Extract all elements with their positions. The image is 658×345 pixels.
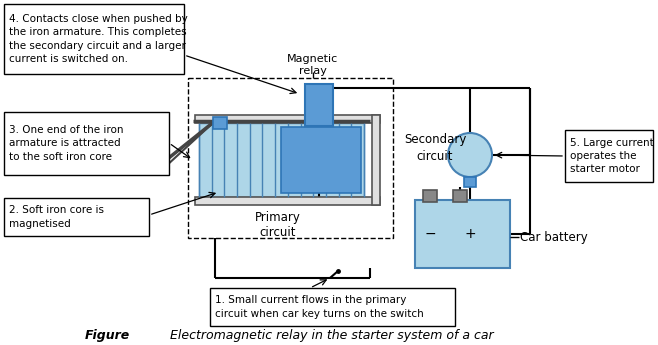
- Text: Electromagnetic relay in the starter system of a car: Electromagnetic relay in the starter sys…: [170, 329, 494, 343]
- FancyBboxPatch shape: [210, 288, 455, 326]
- Bar: [453, 190, 467, 202]
- Bar: [195, 197, 380, 205]
- Bar: [213, 117, 227, 129]
- Text: −: −: [424, 227, 436, 241]
- FancyBboxPatch shape: [4, 4, 184, 74]
- Bar: [305, 84, 333, 126]
- Text: Magnetic
relay: Magnetic relay: [288, 54, 339, 76]
- Bar: [199, 123, 364, 197]
- Text: Secondary
circuit: Secondary circuit: [404, 134, 466, 162]
- Bar: [415, 200, 510, 268]
- Text: 3. One end of the iron
armature is attracted
to the soft iron core: 3. One end of the iron armature is attra…: [9, 125, 124, 162]
- Bar: [281, 127, 361, 193]
- Text: 4. Contacts close when pushed by
the iron armature. This completes
the secondary: 4. Contacts close when pushed by the iro…: [9, 14, 188, 64]
- Text: 5. Large current
operates the
starter motor: 5. Large current operates the starter mo…: [570, 138, 654, 174]
- Bar: [464, 177, 476, 187]
- FancyBboxPatch shape: [565, 130, 653, 182]
- Bar: [188, 78, 393, 238]
- FancyBboxPatch shape: [4, 112, 169, 175]
- Text: 2. Soft iron core is
magnetised: 2. Soft iron core is magnetised: [9, 205, 104, 229]
- Text: 1. Small current flows in the primary
circuit when car key turns on the switch: 1. Small current flows in the primary ci…: [215, 295, 424, 318]
- Bar: [195, 115, 380, 123]
- Bar: [423, 190, 437, 202]
- Text: Car battery: Car battery: [520, 230, 588, 244]
- FancyBboxPatch shape: [4, 198, 149, 236]
- Bar: [372, 115, 380, 205]
- Circle shape: [448, 133, 492, 177]
- Text: +: +: [464, 227, 476, 241]
- Text: Figure: Figure: [85, 329, 130, 343]
- Text: Primary
circuit: Primary circuit: [255, 210, 301, 239]
